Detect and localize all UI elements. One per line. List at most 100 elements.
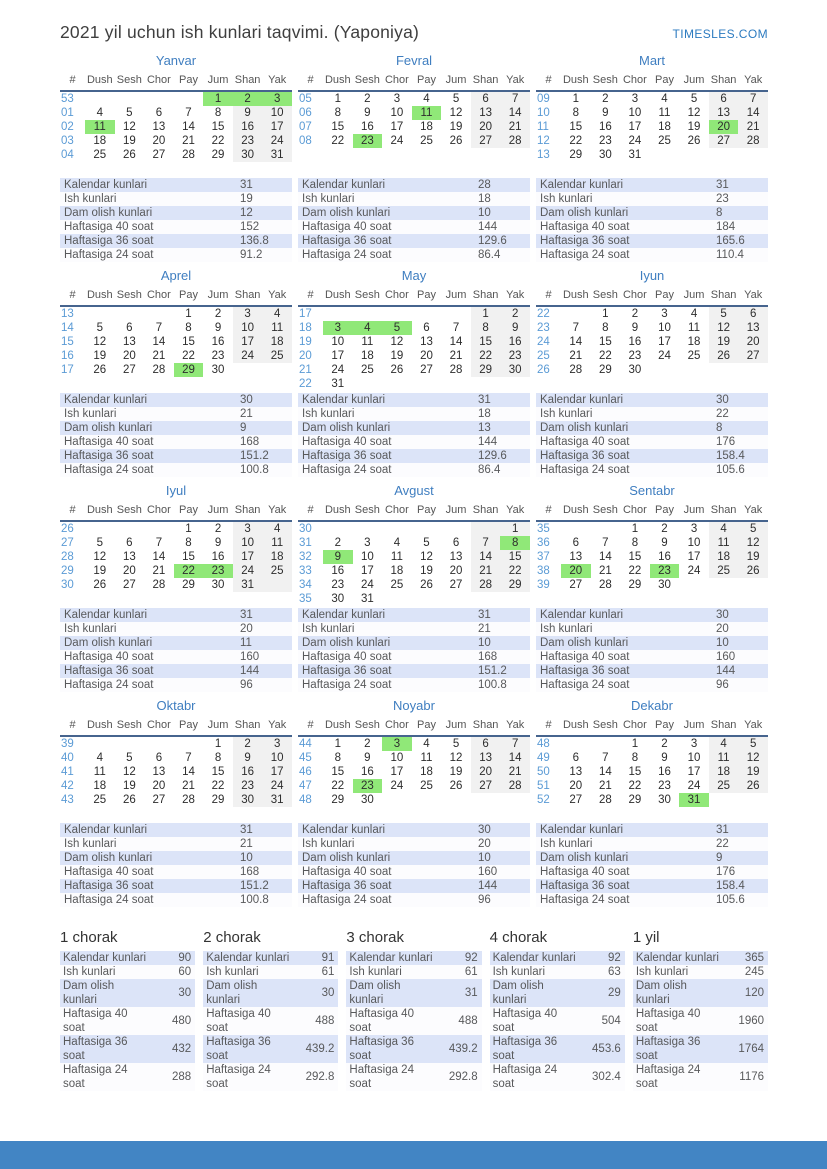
summary-title: 4 chorak (489, 929, 548, 946)
stats-row: Dam olish kunlari 10 (298, 851, 530, 865)
day-cell: 18 (93, 135, 107, 147)
stats-row: Dam olish kunlari 11 (60, 636, 292, 650)
day-cell: 22 (470, 349, 501, 363)
calendar-header-cell: Dush (323, 717, 353, 737)
stats-row: Haftasiga 24 soat 91.2 (60, 248, 292, 262)
stats-label: Ish kunlari (302, 193, 355, 205)
day-cell: 27 (708, 134, 739, 148)
day-cell: 21 (182, 780, 195, 792)
day-cell: 7 (155, 537, 163, 549)
calendar-area: Mart # Dush Sesh Chor Pay Jum Shan Yak 09 1 2 3 4 5 6 7 1… (536, 53, 768, 178)
stats-value: 31 (464, 987, 478, 999)
calendar-header-cell: Chor (144, 72, 174, 92)
stats-row: Ish kunlari 61 (346, 965, 482, 979)
day-cell (738, 793, 768, 807)
day-cell: 12 (93, 551, 107, 563)
stats-value: 8 (716, 207, 723, 219)
stats-row: Haftasiga 40 soat 168 (298, 650, 530, 664)
day-cell: 28 (152, 579, 166, 591)
week-number: 26 (61, 523, 74, 535)
day-cell (709, 148, 739, 162)
calendar-header-row: # Dush Sesh Chor Pay Jum Shan Yak (60, 72, 292, 92)
week-number: 42 (61, 780, 74, 792)
calendar-header-cell: Jum (203, 717, 233, 737)
stats-value: 160 (716, 651, 736, 663)
stats-row: Ish kunlari 21 (298, 622, 530, 636)
calendar-header-cell: Jum (203, 502, 233, 522)
day-cell: 5 (96, 537, 103, 549)
day-cell (115, 306, 145, 321)
stats-value: 18 (478, 193, 491, 205)
week-number: 44 (299, 738, 312, 750)
week-number: 45 (299, 752, 312, 764)
week-number: 17 (61, 364, 74, 376)
stats-label: Haftasiga 40 soat (206, 1008, 271, 1034)
day-cell: 14 (152, 336, 166, 348)
week-row: 47 22 23 24 25 26 27 28 (298, 779, 530, 793)
stats-label: Ish kunlari (206, 966, 259, 978)
calendar-head: # Dush Sesh Chor Pay Jum Shan Yak (298, 502, 530, 522)
stats-label: Dam olish kunlari (540, 422, 629, 434)
stats-value: 158.4 (716, 880, 745, 892)
stats-label: Haftasiga 40 soat (302, 221, 392, 233)
calendar-head: # Dush Sesh Chor Pay Jum Shan Yak (298, 287, 530, 307)
stats-label: Kalendar kunlari (349, 952, 433, 964)
day-cell: 7 (185, 107, 192, 119)
day-cell (144, 91, 174, 106)
stats-label: Haftasiga 24 soat (349, 1064, 414, 1090)
calendar-body: 48 1 2 3 4 5 49 6 7 8 9 10 11 12 50 13 14 15 16 17 18 19 51 20 2… (536, 736, 768, 807)
stats-label: Dam olish kunlari (302, 207, 391, 219)
day-cell: 26 (687, 135, 701, 147)
day-cell: 10 (687, 752, 701, 764)
week-number: 50 (537, 766, 550, 778)
day-cell: 3 (232, 521, 263, 536)
calendar-header-cell: Dush (323, 502, 353, 522)
week-number: 16 (61, 350, 74, 362)
week-number: 41 (61, 766, 74, 778)
day-cell: 1 (500, 521, 530, 536)
day-cell: 21 (449, 350, 463, 362)
day-cell: 7 (602, 752, 609, 764)
stats-row: Ish kunlari 22 (536, 407, 768, 421)
stats-label: Haftasiga 24 soat (540, 894, 630, 906)
stats-value: 92 (608, 952, 621, 964)
day-cell: 16 (500, 335, 530, 349)
stats-value: 488 (458, 1015, 478, 1027)
stats-value: 96 (240, 679, 253, 691)
day-cell: 14 (182, 121, 195, 133)
day-cell: 16 (628, 336, 642, 348)
week-row: 53 1 2 3 (60, 91, 292, 106)
day-cell: 23 (598, 135, 612, 147)
stats-label: Haftasiga 40 soat (492, 1008, 558, 1034)
months-grid: Yanvar # Dush Sesh Chor Pay Jum Shan Yak 53 1 2 3 01 4… (60, 53, 768, 913)
stats-value: 31 (478, 394, 491, 406)
stats-value: 13 (478, 422, 491, 434)
stats-value: 100.8 (240, 464, 269, 476)
stats-value: 151.2 (478, 665, 507, 677)
calendar-header-cell: Jum (441, 72, 471, 92)
site-link[interactable]: TIMESLES.COM (672, 27, 768, 41)
month-calendar: # Dush Sesh Chor Pay Jum Shan Yak 39 1 2 3 40 4 5 6 7 8 9 1… (60, 717, 292, 807)
day-cell: 10 (262, 106, 292, 120)
week-row: 40 4 5 6 7 8 9 10 (60, 751, 292, 765)
stats-row: Kalendar kunlari 92 (489, 951, 625, 965)
stats-row: Haftasiga 40 soat 176 (536, 435, 768, 449)
month-block: Yanvar # Dush Sesh Chor Pay Jum Shan Yak 53 1 2 3 01 4… (60, 53, 292, 268)
month-title: Dekabr (631, 698, 673, 713)
stats-row: Ish kunlari 22 (536, 837, 768, 851)
calendar-header-cell: Pay (173, 72, 204, 92)
week-row: 34 23 24 25 26 27 28 29 (298, 578, 530, 592)
day-cell (470, 521, 501, 536)
day-cell: 21 (569, 350, 583, 362)
week-row: 13 29 30 31 (536, 148, 768, 162)
day-cell: 24 (687, 780, 701, 792)
day-cell: 7 (602, 537, 609, 549)
day-cell (561, 736, 591, 751)
calendar-header-cell: Pay (173, 287, 204, 307)
month-title: Yanvar (155, 53, 197, 68)
stats-label: Dam olish kunlari (302, 422, 391, 434)
month-block: Iyun # Dush Sesh Chor Pay Jum Shan Yak 22 1 2 3 4 5 6 23… (536, 268, 768, 483)
day-cell: 28 (182, 794, 195, 806)
day-cell: 16 (658, 766, 671, 778)
calendar-header-cell: Jum (203, 287, 233, 307)
